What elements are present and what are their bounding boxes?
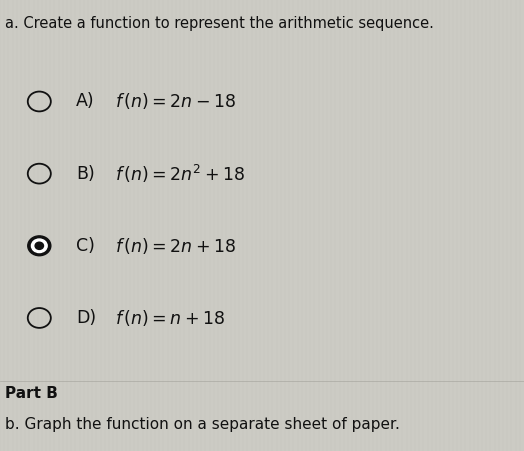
- Text: $f\,(n) = 2n + 18$: $f\,(n) = 2n + 18$: [115, 236, 236, 256]
- Circle shape: [35, 242, 43, 249]
- Text: D): D): [76, 309, 96, 327]
- Text: $f\,(n) = 2n^2 + 18$: $f\,(n) = 2n^2 + 18$: [115, 162, 245, 185]
- Circle shape: [28, 236, 51, 256]
- Text: $f\,(n) = n + 18$: $f\,(n) = n + 18$: [115, 308, 225, 328]
- Text: A): A): [76, 92, 95, 110]
- Text: $f\,(n) = 2n - 18$: $f\,(n) = 2n - 18$: [115, 92, 236, 111]
- Text: B): B): [76, 165, 95, 183]
- Circle shape: [31, 239, 47, 253]
- Text: b. Graph the function on a separate sheet of paper.: b. Graph the function on a separate shee…: [5, 417, 400, 432]
- Text: C): C): [76, 237, 95, 255]
- Text: Part B: Part B: [5, 386, 58, 400]
- Text: a. Create a function to represent the arithmetic sequence.: a. Create a function to represent the ar…: [5, 16, 434, 31]
